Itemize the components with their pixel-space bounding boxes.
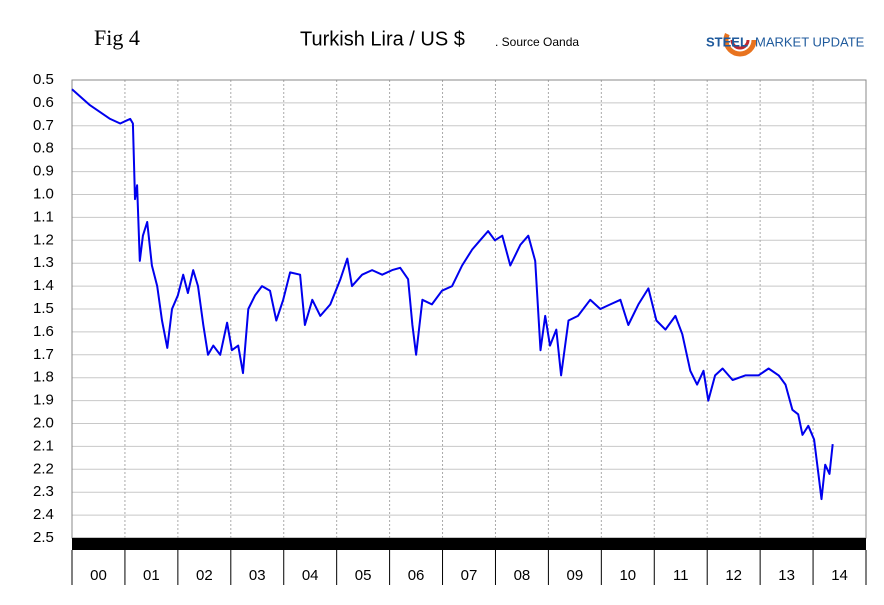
x-tick-label: 02 [196, 567, 213, 584]
y-tick-label: 1.6 [33, 323, 54, 340]
x-tick-label: 05 [355, 567, 372, 584]
y-tick-label: 2.3 [33, 483, 54, 500]
logo-rest: MARKET UPDATE [755, 34, 865, 49]
y-tick-label: 1.3 [33, 254, 54, 271]
chart-subtitle: . Source Oanda [495, 35, 579, 49]
x-tick-label: 06 [408, 567, 425, 584]
chart-title: Turkish Lira / US $ [300, 28, 465, 50]
y-tick-label: 2.1 [33, 437, 54, 454]
y-tick-label: 2.2 [33, 460, 54, 477]
y-tick-label: 1.8 [33, 369, 54, 386]
x-tick-label: 07 [461, 567, 478, 584]
y-tick-label: 1.2 [33, 231, 54, 248]
series-line [71, 88, 834, 501]
y-tick-label: 1.9 [33, 392, 54, 409]
logo-icon [723, 23, 757, 57]
x-tick-label: 14 [831, 567, 848, 584]
x-tick-label: 09 [567, 567, 584, 584]
x-tick-label: 08 [514, 567, 531, 584]
axis-bar [72, 538, 866, 550]
y-tick-label: 0.9 [33, 163, 54, 180]
y-tick-label: 0.5 [33, 71, 54, 88]
y-tick-label: 2.5 [33, 529, 54, 546]
y-tick-label: 1.5 [33, 300, 54, 317]
y-tick-label: 1.0 [33, 185, 54, 202]
y-tick-label: 0.6 [33, 94, 54, 111]
logo-bold: STEEL [706, 34, 748, 49]
logo: STEEL MARKET UPDATE [706, 23, 865, 57]
x-tick-label: 10 [619, 567, 636, 584]
x-tick-label: 04 [302, 567, 319, 584]
y-tick-label: 1.1 [33, 208, 54, 225]
y-tick-label: 0.7 [33, 117, 54, 134]
y-tick-label: 0.8 [33, 140, 54, 157]
x-tick-label: 00 [90, 567, 107, 584]
x-tick-label: 03 [249, 567, 266, 584]
x-tick-label: 12 [725, 567, 742, 584]
logo-icon-inner [730, 30, 750, 50]
y-tick-label: 1.4 [33, 277, 54, 294]
x-tick-label: 01 [143, 567, 160, 584]
y-tick-label: 2.0 [33, 414, 54, 431]
figure-label: Fig 4 [94, 25, 140, 50]
y-tick-label: 1.7 [33, 346, 54, 363]
x-tick-label: 11 [673, 567, 689, 584]
y-tick-label: 2.4 [33, 506, 54, 523]
x-tick-label: 13 [778, 567, 795, 584]
